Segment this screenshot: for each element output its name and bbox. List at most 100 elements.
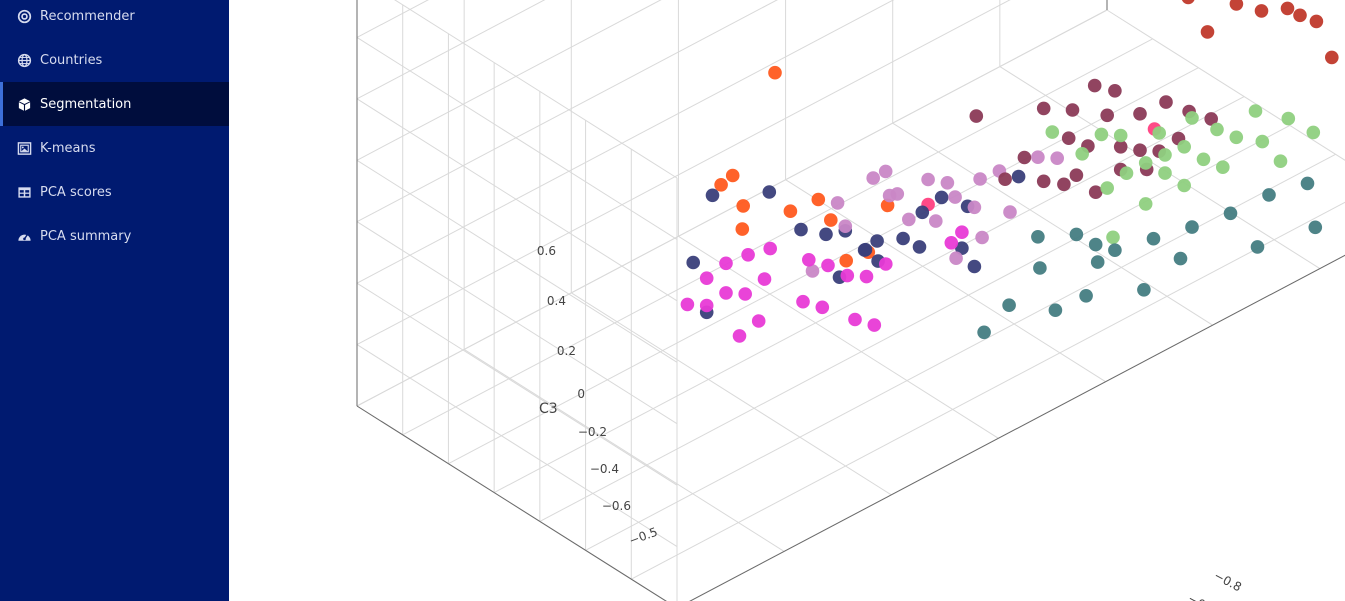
data-point [1108, 243, 1122, 257]
data-point [1216, 160, 1230, 174]
data-point [1280, 1, 1295, 16]
scatter-3d-canvas[interactable]: 0.60.40.20−0.2−0.4−0.6C3−0.8−0.6−0.5 [229, 0, 1345, 601]
data-point [1100, 108, 1114, 123]
data-point [839, 253, 853, 268]
gridline [356, 282, 678, 486]
data-point [719, 286, 733, 300]
data-point [699, 271, 714, 286]
data-point [1158, 166, 1172, 180]
gridline [785, 179, 1106, 383]
gauge-icon [18, 233, 31, 241]
target-icon [17, 9, 32, 23]
data-point [1200, 25, 1215, 39]
data-point [896, 231, 910, 246]
data-point [879, 257, 893, 271]
nav-item-k-means[interactable]: K-means [0, 126, 229, 170]
z-tick-label: 0.2 [557, 344, 576, 358]
data-point [1300, 176, 1315, 191]
data-point [1088, 185, 1103, 199]
data-point [1137, 283, 1151, 297]
data-point [763, 241, 777, 256]
nav-item-countries[interactable]: Countries [0, 38, 229, 82]
nav-label: K-means [40, 140, 96, 156]
data-point [929, 214, 943, 228]
x-tick-label: −0.6 [1186, 591, 1218, 601]
data-point [1011, 169, 1026, 184]
data-point [915, 205, 930, 220]
data-point [1152, 126, 1166, 140]
nav-item-pca-scores[interactable]: PCA scores [0, 170, 229, 214]
data-point [870, 234, 884, 248]
z-axis-title: C3 [539, 401, 558, 417]
gridline [892, 122, 1213, 326]
data-point [1229, 0, 1244, 11]
data-point [1138, 197, 1153, 211]
data-point [757, 272, 772, 286]
data-point [977, 325, 991, 340]
gridline [631, 201, 1345, 580]
z-tick-label: −0.6 [602, 499, 631, 513]
data-point [967, 200, 982, 215]
gridline [356, 0, 778, 223]
image-frame-icon [17, 141, 32, 155]
data-point [1045, 125, 1060, 139]
data-point [1250, 240, 1265, 254]
data-point [1262, 188, 1276, 202]
data-point [1177, 178, 1191, 193]
data-point [751, 314, 766, 328]
data-point [1113, 128, 1128, 143]
data-point [1106, 230, 1120, 245]
data-point [762, 185, 777, 199]
data-point [738, 287, 752, 301]
scatter-3d-plot[interactable]: 0.60.40.20−0.2−0.4−0.6C3−0.8−0.6−0.5 [229, 0, 1345, 601]
nav-item-segmentation[interactable]: Segmentation [0, 82, 229, 126]
data-point [783, 204, 798, 218]
data-point [1050, 151, 1064, 165]
data-point [1057, 177, 1071, 192]
sidebar: Recommender Countries Segmentation K-mea… [0, 0, 229, 601]
data-point [1138, 156, 1153, 170]
nav-item-recommender[interactable]: Recommender [0, 0, 229, 38]
data-point [955, 241, 969, 255]
data-point [1325, 50, 1339, 65]
axis-line [356, 405, 667, 601]
data-point [921, 172, 935, 187]
data-point [1173, 251, 1188, 266]
data-point [732, 329, 747, 343]
data-point [848, 312, 862, 327]
data-point [1090, 255, 1105, 269]
data-point [1185, 111, 1199, 125]
data-point [1196, 152, 1211, 167]
data-point [858, 242, 873, 257]
data-point [1094, 127, 1109, 142]
data-point [805, 264, 820, 278]
gridline [1106, 9, 1345, 161]
data-point [967, 259, 982, 274]
data-point [699, 298, 714, 313]
data-point [1133, 143, 1147, 157]
data-point [1185, 220, 1199, 234]
z-tick-label: 0 [577, 387, 585, 401]
data-point [1119, 166, 1134, 180]
data-point [1100, 181, 1114, 195]
data-point [934, 190, 949, 205]
data-point [1003, 205, 1017, 219]
nav-label: Segmentation [40, 96, 132, 112]
data-point [1248, 104, 1263, 118]
data-point [819, 227, 833, 242]
data-point [1079, 289, 1093, 303]
gridline [356, 0, 1011, 346]
gridline [356, 0, 662, 161]
data-point [912, 240, 927, 254]
nav-item-pca-summary[interactable]: PCA summary [0, 214, 229, 258]
gridline [356, 9, 1108, 407]
z-tick-label: −0.4 [590, 462, 619, 476]
gridline [493, 96, 1245, 494]
z-tick-label: 0.4 [547, 294, 566, 308]
data-point [1204, 112, 1218, 126]
gridline [539, 124, 1291, 522]
gridline [394, 0, 678, 179]
data-point [1075, 147, 1089, 161]
gridline [356, 37, 678, 240]
data-point [815, 300, 830, 315]
